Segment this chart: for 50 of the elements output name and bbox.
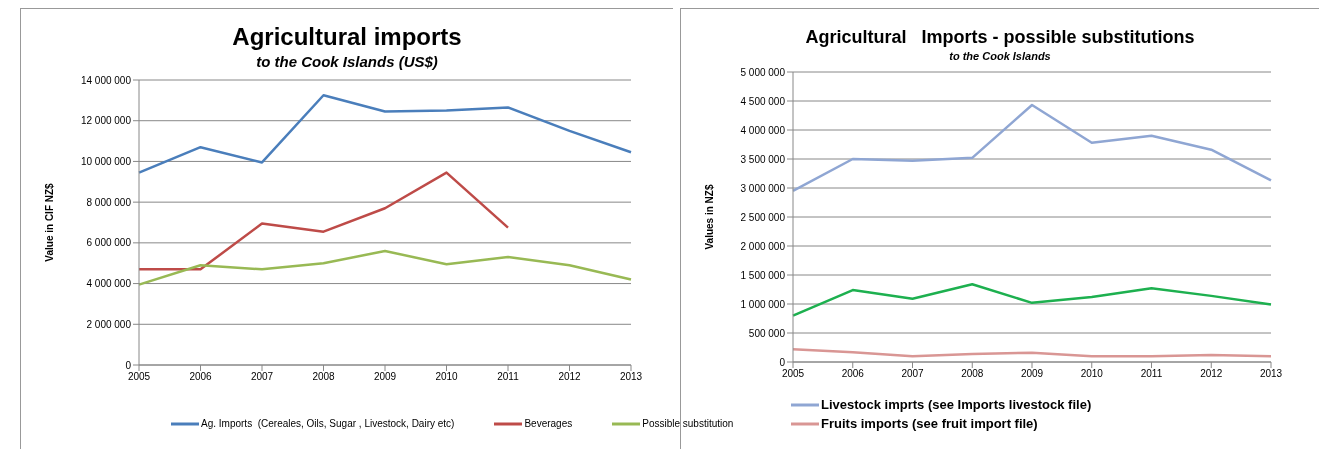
y-tick-label: 12 000 000 <box>80 115 132 127</box>
legend-label: Livestock imprts (see Imports livestock file) <box>821 397 1092 412</box>
y-tick-label: 3 500 000 <box>740 153 786 165</box>
x-tick-label: 2007 <box>250 371 274 383</box>
legend-label: Ag. Imports (Cereales, Oils, Sugar , Livestock, Dairy etc) <box>201 418 455 429</box>
x-tick-label: 2010 <box>1080 368 1104 380</box>
y-tick-label: 3 000 000 <box>740 182 786 194</box>
x-tick-label: 2006 <box>841 368 865 380</box>
x-tick-label: 2012 <box>1200 368 1223 380</box>
y-axis-title: Values in NZ$ <box>703 184 715 250</box>
x-tick-label: 2010 <box>435 371 459 383</box>
y-tick-label: 2 000 000 <box>740 240 786 252</box>
x-tick-label: 2011 <box>497 371 520 383</box>
chart-subtitle: to the Cook Islands (US$) <box>255 53 439 70</box>
legend-label: Possible substitution <box>642 418 734 429</box>
y-tick-label: 2 500 000 <box>740 211 786 223</box>
y-tick-label: 0 <box>779 356 786 368</box>
x-tick-label: 2006 <box>189 371 213 383</box>
y-tick-label: 500 000 <box>748 327 786 339</box>
x-tick-label: 2005 <box>127 371 151 383</box>
x-tick-label: 2013 <box>619 371 643 383</box>
y-tick-label: 5 000 000 <box>740 66 786 78</box>
y-tick-label: 8 000 000 <box>86 196 132 208</box>
x-tick-label: 2005 <box>781 368 805 380</box>
y-tick-label: 4 500 000 <box>740 95 786 107</box>
x-tick-label: 2011 <box>1140 368 1163 380</box>
y-tick-label: 6 000 000 <box>86 237 132 249</box>
chart-subtitle: to the Cook Islands <box>948 50 1052 62</box>
x-tick-label: 2012 <box>558 371 582 383</box>
x-tick-label: 2009 <box>373 371 397 383</box>
x-tick-label: 2007 <box>901 368 925 380</box>
x-tick-label: 2013 <box>1259 368 1283 380</box>
y-tick-label: 1 000 000 <box>740 298 786 310</box>
chart-title: Agricultural Imports - possible substitutions <box>804 27 1196 48</box>
y-tick-label: 14 000 000 <box>80 74 132 86</box>
y-axis-title: Value in CIF NZ$ <box>43 182 55 262</box>
x-tick-label: 2008 <box>312 371 336 383</box>
legend-label: Fruits imports (see fruit import file) <box>821 416 1038 431</box>
line-series <box>791 347 1273 358</box>
y-tick-label: 1 500 000 <box>740 269 786 281</box>
y-tick-label: 4 000 000 <box>740 124 786 136</box>
y-tick-label: 0 <box>125 359 132 371</box>
x-tick-label: 2009 <box>1020 368 1044 380</box>
chart-title: Agricultural imports <box>231 23 463 51</box>
y-tick-label: 10 000 000 <box>80 155 132 167</box>
y-tick-label: 2 000 000 <box>86 318 132 330</box>
line-series <box>137 171 510 271</box>
legend-label: Beverages <box>524 418 573 429</box>
x-tick-label: 2008 <box>961 368 984 380</box>
y-tick-label: 4 000 000 <box>86 278 132 290</box>
